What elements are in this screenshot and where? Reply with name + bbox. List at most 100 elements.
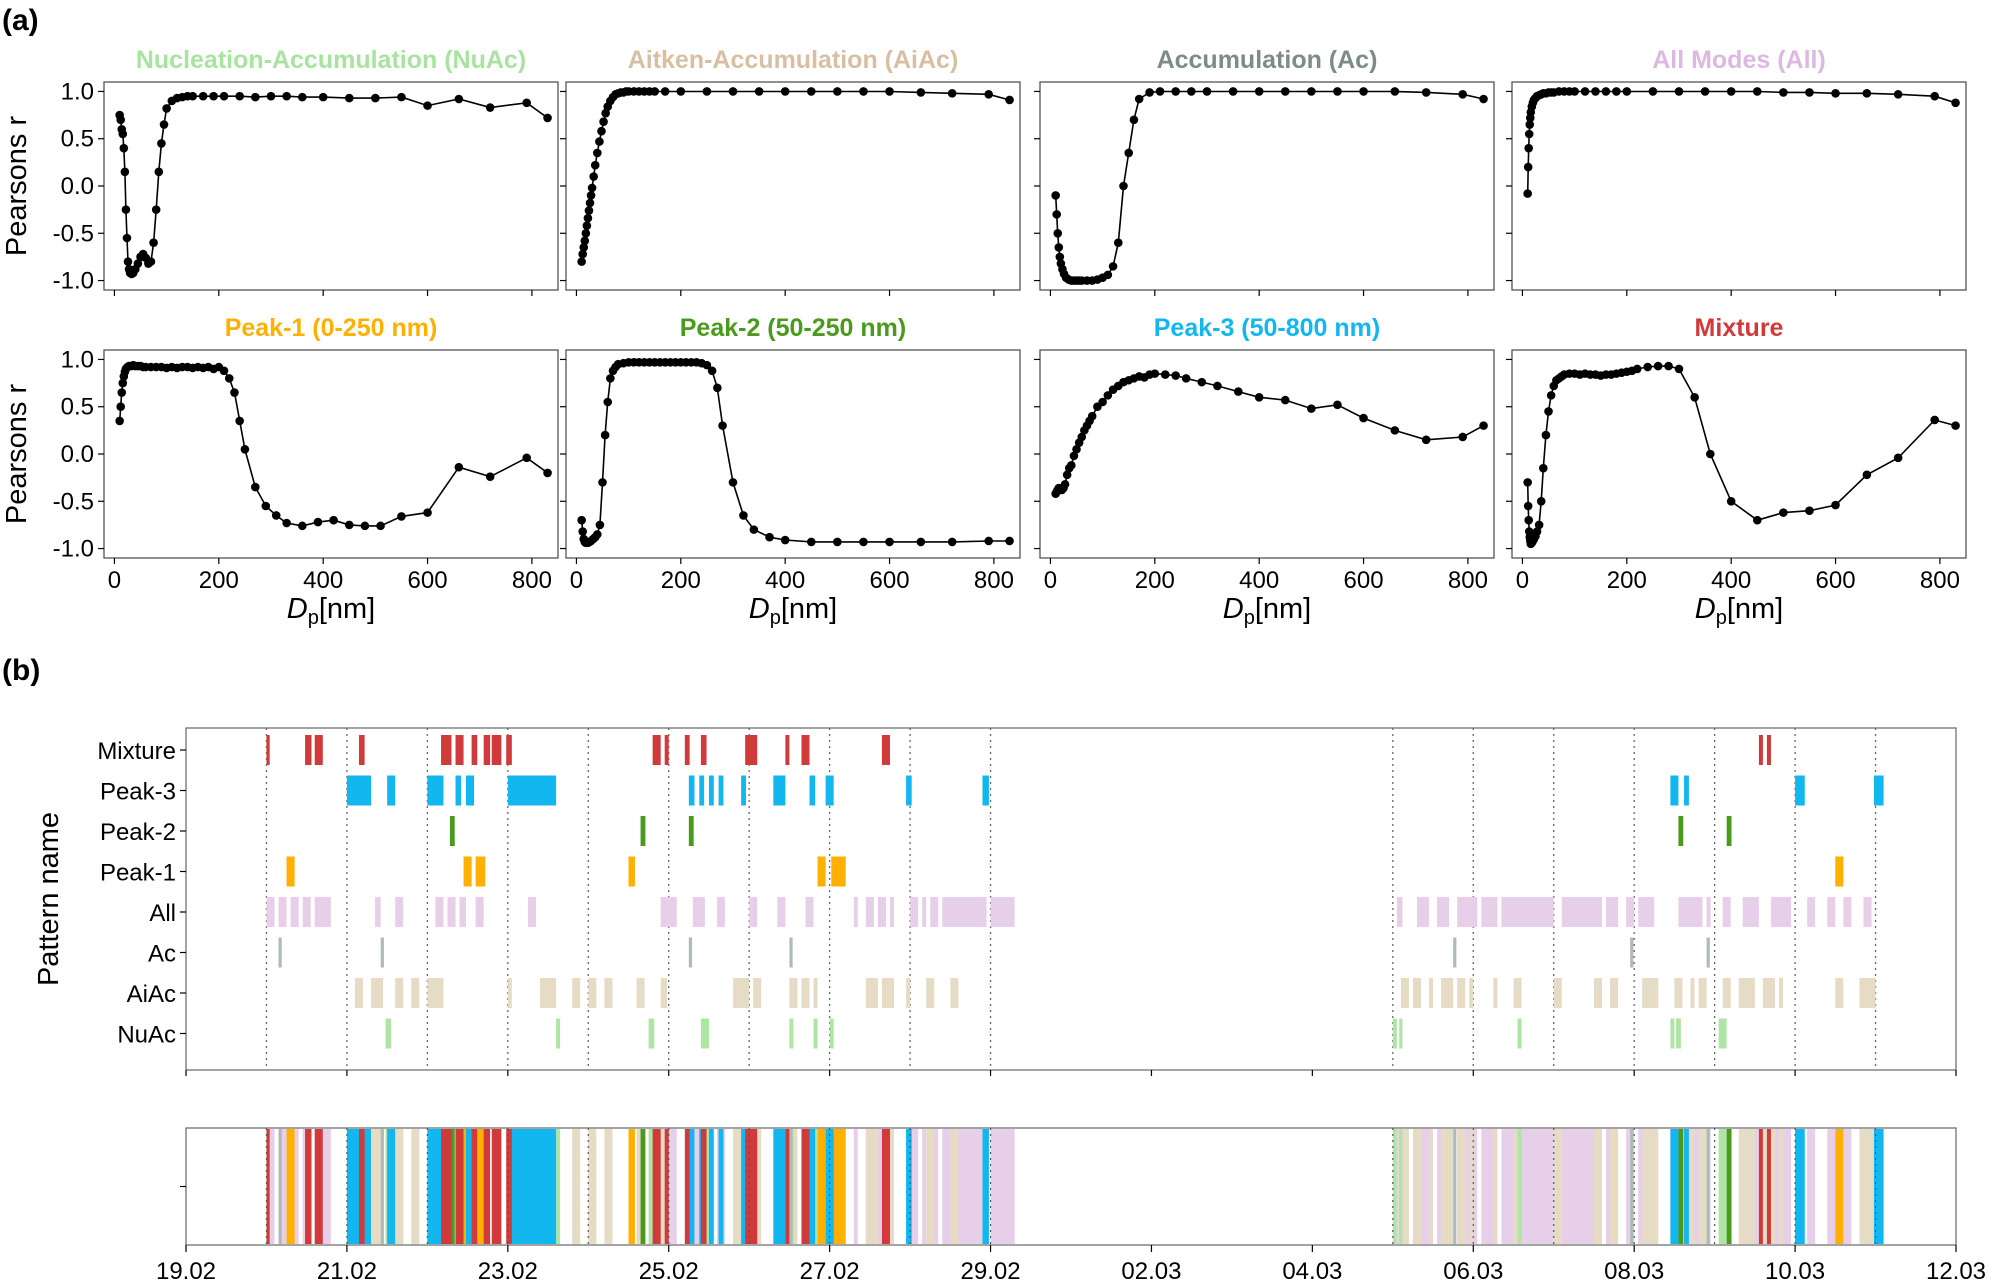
x-tick-label: 800 [1448, 567, 1488, 594]
data-point [780, 87, 790, 96]
x-axis-label: Dp[nm] [1223, 593, 1311, 629]
data-point [1333, 400, 1342, 410]
strip-segment-aiac [926, 1129, 935, 1244]
segment-mixture [358, 735, 365, 765]
data-point [1145, 88, 1154, 97]
segment-aiac [354, 978, 363, 1008]
segment-ac [688, 937, 693, 968]
data-point [149, 238, 158, 248]
data-point [1524, 515, 1533, 525]
segment-peak-3 [982, 775, 989, 806]
data-point [1202, 87, 1212, 96]
segment-mixture [471, 735, 478, 765]
chart-title: Aitken-Accumulation (AiAc) [628, 46, 959, 74]
segment-peak-2 [1678, 816, 1684, 846]
strip-segment-aiac [865, 1129, 878, 1244]
strip-segment-all [1807, 1129, 1816, 1244]
segment-peak-3 [346, 775, 372, 806]
line-chart-grid: Nucleation-Accumulation (NuAc) 1.0 0.5 0.0 -… [1, 46, 1967, 629]
segment-all [1396, 897, 1403, 927]
plot-frame [103, 349, 559, 559]
segment-all [1827, 897, 1836, 927]
data-point [454, 462, 464, 472]
strip-segment-aiac [1469, 1129, 1474, 1244]
segment-all [942, 897, 987, 927]
line-chart-mixture: Mixture 0 200 400 600 800 Dp[nm] [1506, 314, 1967, 629]
data-point [1479, 94, 1488, 104]
segment-aiac [906, 978, 911, 1008]
segment-peak-3 [718, 775, 724, 806]
data-point [1893, 453, 1903, 463]
strip-segment-aiac [411, 1129, 420, 1244]
x-tick-label: 800 [512, 567, 552, 594]
segment-ac [1630, 937, 1634, 968]
data-point [916, 537, 926, 547]
date-tick-label: 21.02 [317, 1258, 377, 1282]
y-tick-label: 0.5 [61, 126, 94, 153]
strip-segment-mixture [1766, 1129, 1771, 1244]
x-tick-label: 400 [1239, 567, 1279, 594]
segment-all [527, 897, 536, 927]
x-tick-label: 200 [1135, 567, 1175, 594]
data-point [282, 518, 291, 528]
segment-all [1561, 897, 1602, 927]
data-point [916, 88, 926, 97]
data-point [1632, 364, 1642, 374]
data-point [1690, 392, 1699, 402]
data-point [115, 416, 124, 426]
segment-mixture [745, 735, 758, 765]
segment-all [877, 897, 886, 927]
data-point [1171, 371, 1180, 380]
data-point [600, 430, 610, 440]
data-point [219, 91, 229, 101]
line-chart-all-modes-all: All Modes (All) [1506, 46, 1967, 296]
line-chart-nucleation-accumulation-nuac: Nucleation-Accumulation (NuAc) 1.0 0.5 0.0 -… [1, 46, 559, 296]
data-point [947, 537, 957, 547]
data-point [485, 103, 495, 112]
data-point [209, 91, 218, 101]
y-axis-label: Pearsons r [1, 384, 33, 525]
x-tick-label: 400 [765, 567, 805, 594]
data-point [159, 120, 169, 129]
data-point [1421, 88, 1431, 97]
segment-mixture [700, 735, 707, 765]
data-point [119, 143, 129, 153]
data-point [739, 511, 748, 520]
strip-segment-aiac [1859, 1129, 1876, 1244]
data-point [397, 92, 406, 102]
strip-segment-nuac [1399, 1129, 1403, 1244]
data-point [251, 92, 260, 102]
data-point [371, 93, 380, 103]
y-tick-label: 1.0 [61, 346, 94, 373]
strip-segment-peak-3 [507, 1129, 557, 1244]
date-tick-label: 19.02 [156, 1258, 216, 1282]
data-point [603, 397, 613, 407]
data-point [1951, 421, 1960, 430]
strip-segment-ac [1706, 1129, 1710, 1244]
data-point [151, 205, 161, 214]
data-point [593, 530, 602, 539]
data-point [1458, 432, 1467, 442]
segment-ac [380, 937, 384, 968]
x-tick-label: 200 [661, 567, 701, 594]
segment-mixture [314, 735, 323, 765]
data-point [1523, 478, 1532, 487]
data-point [1181, 374, 1191, 383]
date-tick-label: 27.02 [800, 1258, 860, 1282]
data-point [1525, 120, 1535, 129]
strip-segment-peak-3 [982, 1129, 989, 1244]
data-point [780, 535, 790, 545]
data-point [1601, 87, 1611, 96]
segment-mixture [305, 735, 312, 765]
strip-segment-peak-3 [773, 1129, 786, 1244]
segment-all [375, 897, 381, 927]
segment-peak-3 [507, 775, 557, 806]
data-point [581, 228, 591, 238]
segment-aiac [588, 978, 597, 1008]
segment-nuac [1399, 1018, 1403, 1049]
data-point [1280, 87, 1290, 96]
data-point [1134, 94, 1144, 104]
data-point [297, 92, 307, 102]
data-point [162, 104, 171, 113]
data-point [122, 233, 132, 243]
